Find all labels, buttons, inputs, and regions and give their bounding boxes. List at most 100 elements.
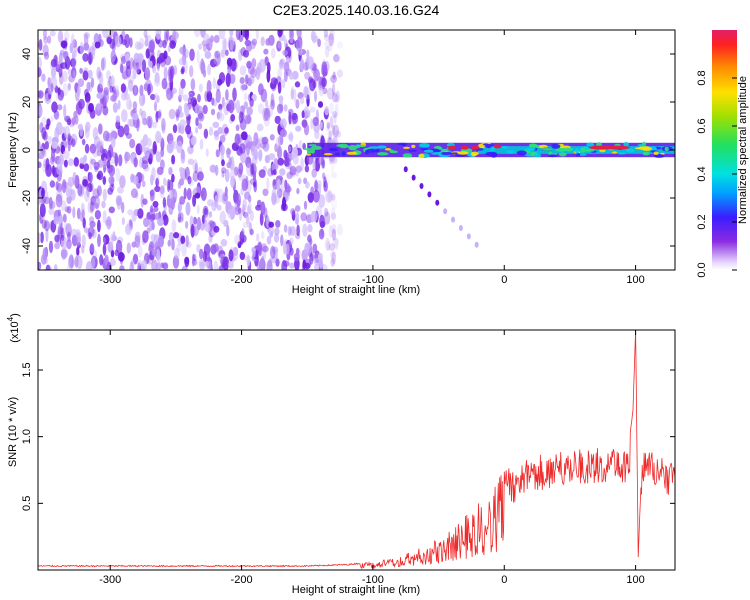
spectrogram-noise-blob — [324, 237, 331, 251]
spectrogram-noise-blob — [331, 93, 339, 103]
spectrogram-noise-blob — [239, 251, 245, 261]
signal-band-blob — [411, 144, 416, 149]
spectrogram-noise-blob — [310, 118, 314, 130]
spectrogram-noise-blob — [333, 113, 337, 125]
spectrogram-noise-blob — [266, 105, 274, 118]
spectrogram-noise-blob — [270, 99, 275, 110]
spectrogram-noise-blob — [327, 123, 332, 136]
spectrogram-noise-blob — [198, 259, 206, 267]
spectrogram-noise-blob — [154, 185, 161, 193]
spectrogram-noise-blob — [143, 146, 151, 157]
spectrogram-noise-blob — [309, 253, 314, 265]
spectrogram-noise-blob — [314, 90, 317, 103]
spectrogram-noise-blob — [285, 243, 290, 255]
spectrogram-noise-blob — [335, 130, 342, 137]
signal-band-blob — [356, 144, 367, 147]
spectrogram-noise-blob — [319, 257, 323, 269]
spectrogram-noise-blob — [107, 187, 114, 195]
spectrogram-noise-blob — [168, 167, 173, 175]
spectrogram-noise-blob — [196, 216, 202, 231]
spectrogram-noise-blob — [150, 174, 154, 186]
spectrogram-noise-blob — [199, 248, 204, 260]
spectrogram-noise-blob — [74, 256, 79, 268]
spectrogram-noise-blob — [312, 243, 318, 254]
spectrogram-noise-blob — [142, 134, 149, 147]
spectrogram-noise-blob — [248, 221, 252, 235]
spectrogram-noise-blob — [142, 118, 148, 126]
spectrogram-noise-blob — [87, 201, 91, 213]
colorbar-tick-label: 0.0 — [696, 262, 708, 277]
spectrogram-noise-blob — [102, 210, 107, 223]
snr-series-line — [38, 330, 675, 570]
spectrogram-noise-blob — [103, 87, 109, 96]
signal-band-blob — [534, 153, 542, 158]
spectrogram-noise-blob — [53, 216, 59, 225]
spectrogram-noise-blob — [137, 208, 144, 219]
x-tick-label: -200 — [231, 574, 253, 586]
spectrogram-noise-blob — [102, 176, 107, 185]
spectrogram-noise-blob — [121, 71, 129, 80]
spectrogram-noise-blob — [219, 134, 226, 143]
colorbar-tick-label: 0.8 — [696, 70, 708, 85]
spectrogram-noise-blob — [267, 168, 274, 177]
spectrogram-noise-blob — [184, 166, 190, 181]
spectrogram-noise-blob — [277, 81, 282, 94]
spectrogram-noise-blob — [57, 30, 64, 43]
spectrogram-noise-blob — [262, 188, 269, 197]
spectrogram-noise-blob — [270, 93, 275, 107]
spectrogram-noise-blob — [83, 32, 90, 39]
spectrogram-noise-blob — [239, 76, 245, 85]
spectrogram-noise-blob — [126, 242, 131, 254]
signal-band-blob — [310, 148, 316, 154]
spectrogram-noise-blob — [326, 240, 331, 251]
spectrogram-noise-blob — [62, 150, 70, 160]
spectrogram-noise-blob — [46, 265, 52, 270]
spectrogram-noise-blob — [67, 68, 72, 75]
spectrogram-noise-blob — [178, 85, 184, 100]
spectrogram-noise-blob — [82, 179, 88, 187]
spectrogram-noise-blob — [295, 38, 303, 52]
spectrogram-noise-blob — [175, 108, 181, 118]
spectrogram-noise-blob — [295, 247, 300, 255]
spectrogram-noise-blob — [310, 251, 315, 262]
spectrogram-noise-blob — [221, 191, 229, 205]
spectrogram-noise-blob — [322, 159, 326, 169]
spectrogram-noise-blob — [297, 177, 302, 185]
spectrogram-noise-blob — [96, 185, 102, 197]
spectrogram-noise-blob — [234, 206, 241, 216]
spectrogram-noise-blob — [180, 150, 186, 164]
spectrogram-noise-blob — [218, 112, 225, 122]
spectrogram-noise-blob — [276, 144, 281, 154]
spectrogram-noise-blob — [288, 145, 292, 153]
spectrogram-noise-blob — [47, 35, 52, 44]
signal-hot-spot — [493, 144, 502, 149]
spectrogram-noise-blob — [174, 247, 180, 259]
spectrogram-noise-blob — [168, 231, 174, 242]
spectrogram-noise-blob — [67, 158, 74, 167]
spectrogram-noise-blob — [194, 192, 201, 199]
spectrogram-noise-blob — [312, 189, 320, 203]
signal-band-blob — [558, 152, 567, 157]
spectrogram-noise-blob — [121, 109, 128, 123]
spectrogram-noise-blob — [256, 123, 264, 132]
spectrogram-noise-blob — [104, 219, 112, 227]
x-tick-label: -200 — [231, 274, 253, 286]
spectrogram-noise-blob — [195, 126, 199, 134]
spectrogram-noise-blob — [200, 190, 205, 197]
spectrogram-noise-blob — [119, 265, 125, 270]
x-tick-label: -100 — [362, 274, 384, 286]
spectrogram-noise-blob — [109, 85, 113, 93]
spectrogram-noise-blob — [233, 166, 239, 176]
spectrogram-noise-blob — [79, 67, 83, 74]
spectrogram-noise-blob — [274, 227, 280, 236]
spectrogram-noise-blob — [216, 188, 224, 203]
spectrogram-noise-blob — [277, 40, 282, 49]
spectrogram-noise-blob — [266, 259, 273, 270]
spectrogram-noise-blob — [256, 73, 261, 81]
spectrogram-noise-blob — [195, 117, 199, 127]
spectrogram-noise-blob — [189, 65, 194, 78]
spectrogram-noise-blob — [82, 155, 87, 166]
spectrogram-noise-blob — [211, 165, 219, 174]
spectrogram-noise-blob — [51, 66, 56, 79]
spectrogram-noise-blob — [186, 188, 192, 201]
